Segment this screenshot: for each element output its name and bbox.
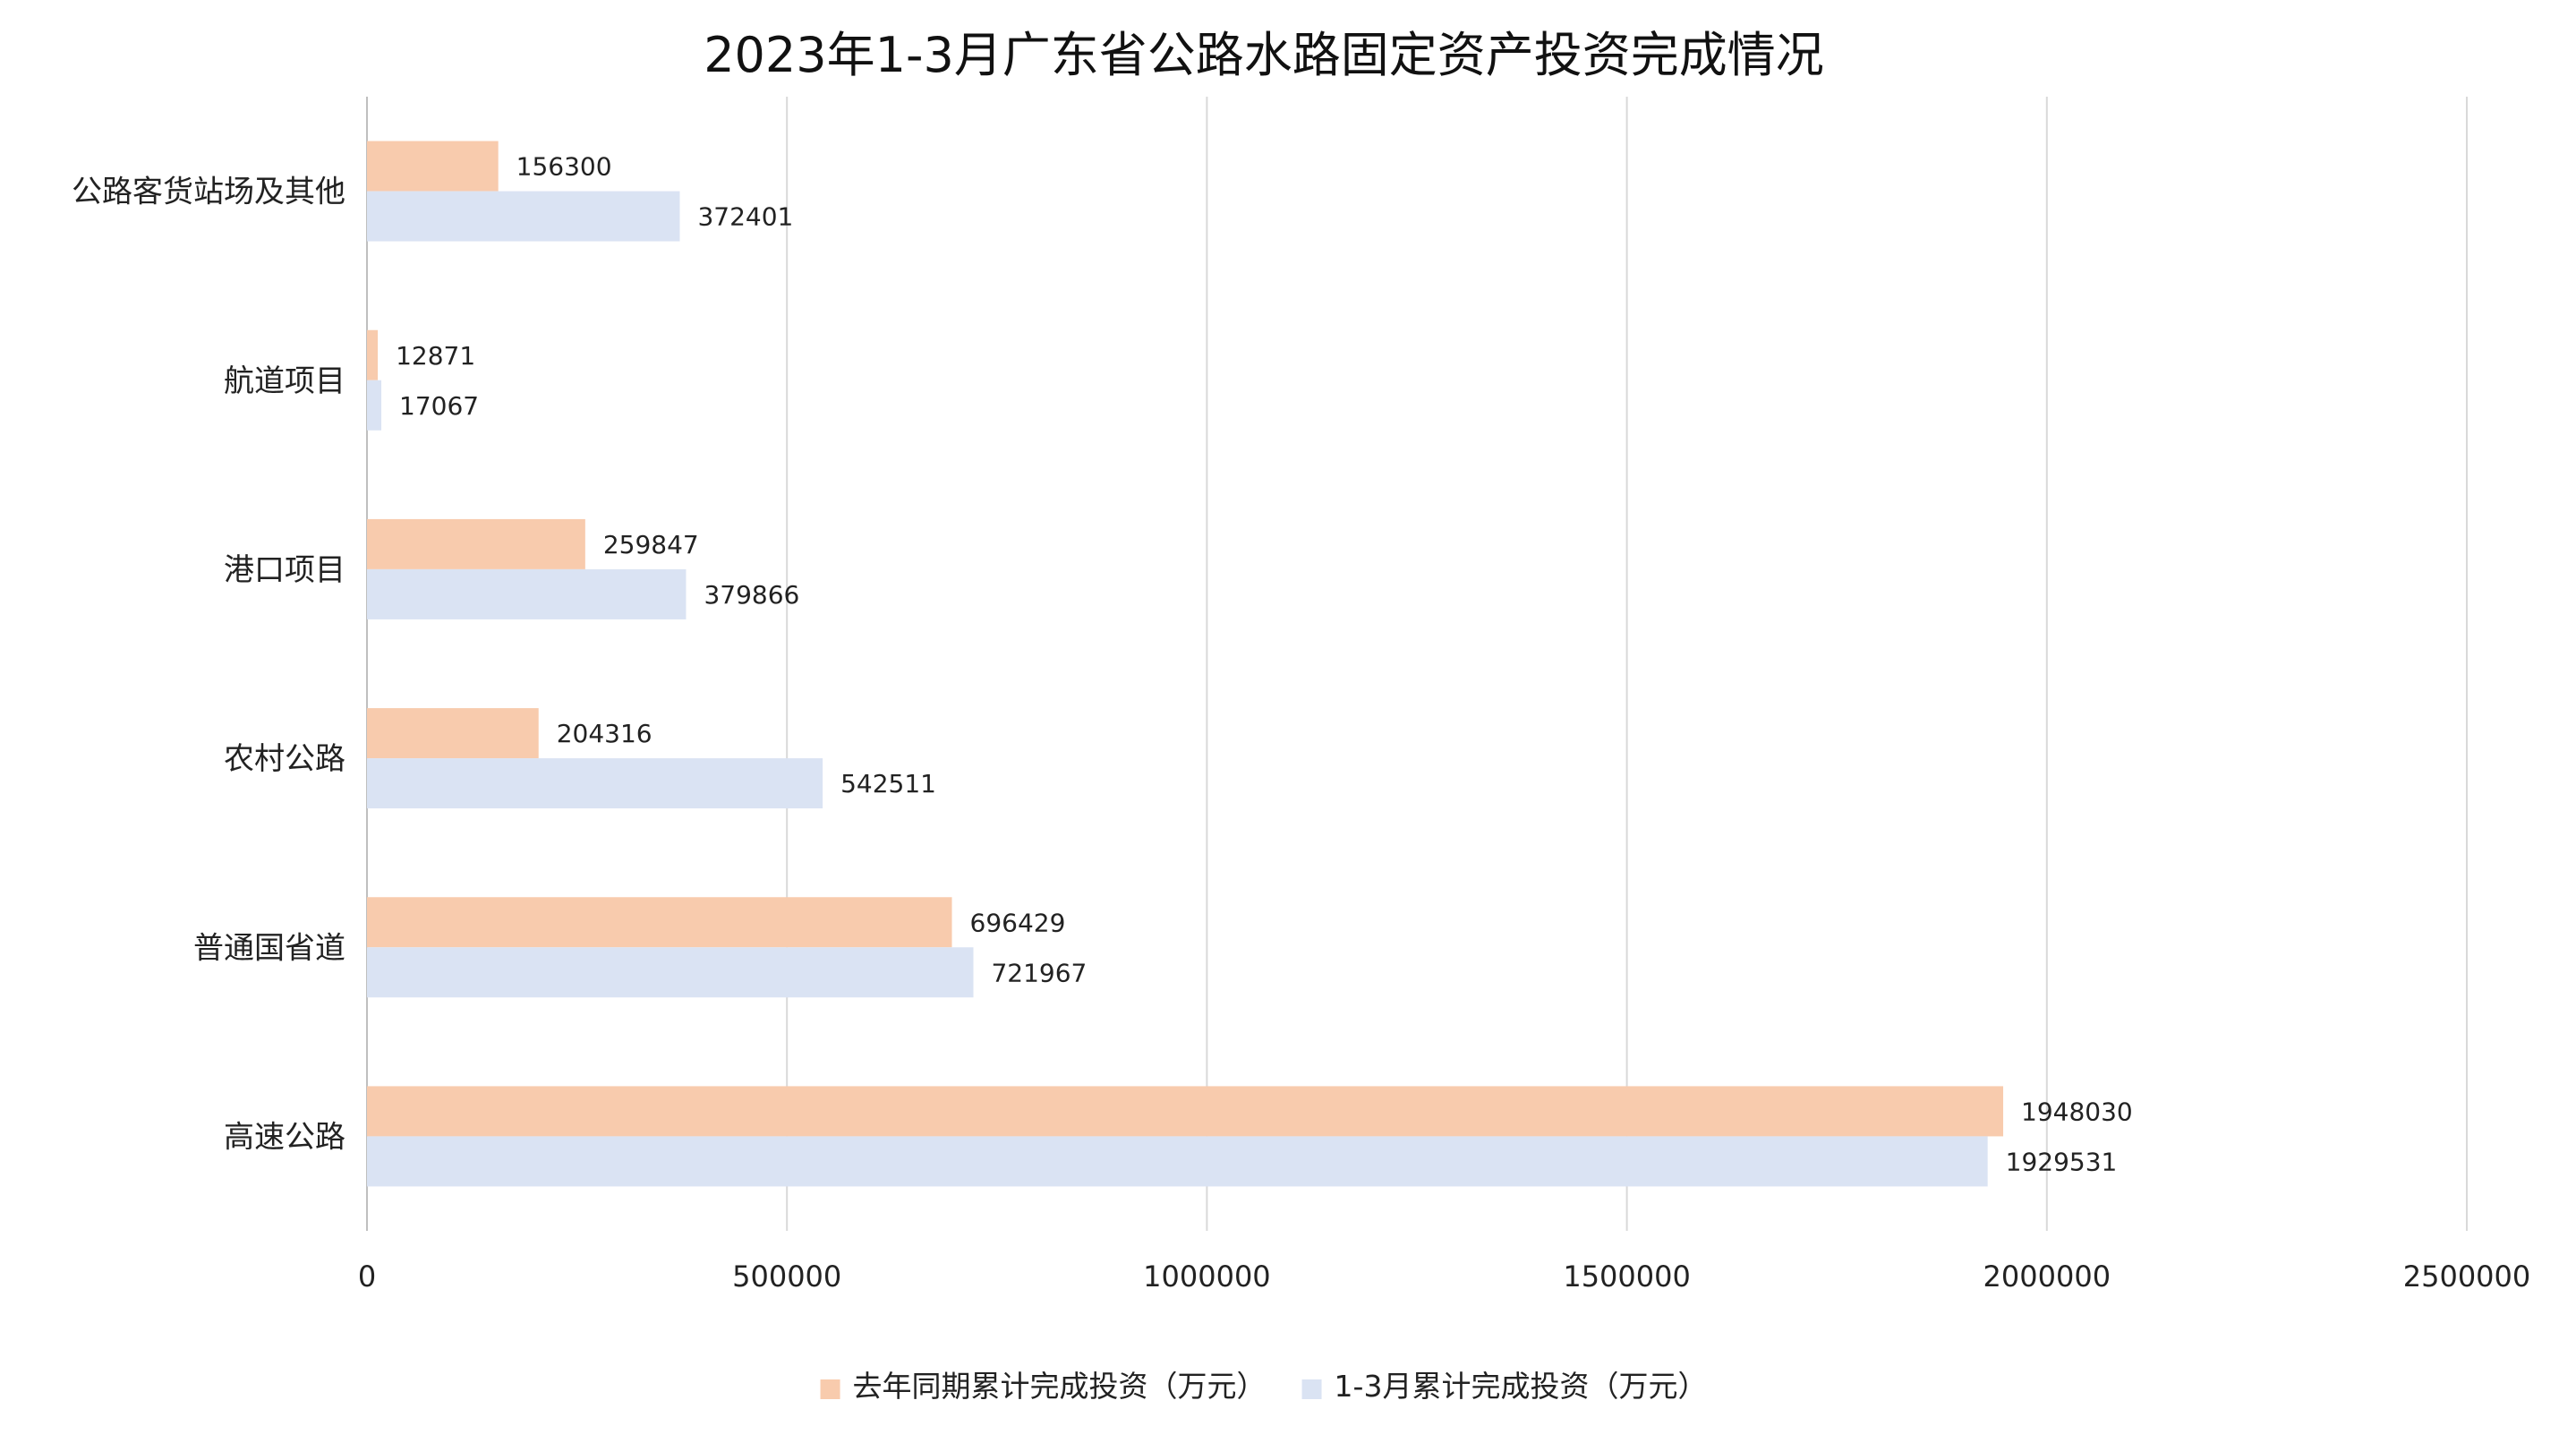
- bar-last-year: [367, 897, 952, 948]
- bar-last-year: [367, 708, 539, 759]
- bar-last-year: [367, 329, 379, 380]
- x-tick-label: 0: [358, 1259, 376, 1294]
- bar-current: [367, 380, 382, 431]
- x-tick-label: 1000000: [1143, 1259, 1271, 1294]
- category-label: 高速公路: [224, 1119, 345, 1155]
- x-tick-label: 500000: [732, 1259, 841, 1294]
- legend-swatch: [820, 1379, 840, 1399]
- data-label: 1948030: [2021, 1097, 2133, 1126]
- x-axis-ticks: 0 500000 1000000 1500000 2000000 2500000: [358, 1259, 2530, 1294]
- bar-last-year: [367, 518, 585, 569]
- data-label: 12871: [396, 341, 475, 371]
- bar-current: [367, 758, 823, 809]
- x-tick-label: 2000000: [1983, 1259, 2111, 1294]
- data-label: 17067: [399, 391, 479, 421]
- x-tick-label: 1500000: [1563, 1259, 1691, 1294]
- legend-label: 1-3月累计完成投资（万元）: [1335, 1369, 1708, 1404]
- x-tick-label: 2500000: [2403, 1259, 2531, 1294]
- data-label: 1929531: [2006, 1147, 2118, 1176]
- data-label: 204316: [557, 719, 653, 748]
- data-label: 259847: [603, 530, 699, 559]
- data-label: 542511: [840, 769, 936, 798]
- bar-current: [367, 1136, 1988, 1187]
- legend-swatch: [1301, 1379, 1322, 1399]
- bar-current: [367, 568, 687, 619]
- category-label: 航道项目: [224, 363, 345, 399]
- bar-last-year: [367, 1086, 2004, 1137]
- gridlines: [366, 97, 2468, 1231]
- data-label: 156300: [516, 152, 612, 182]
- data-label: 696429: [970, 908, 1066, 937]
- legend: 去年同期累计完成投资（万元） 1-3月累计完成投资（万元）: [820, 1369, 1708, 1404]
- legend-label: 去年同期累计完成投资（万元）: [853, 1369, 1267, 1404]
- data-label: 379866: [704, 580, 799, 610]
- chart-title: 2023年1-3月广东省公路水路固定资产投资完成情况: [704, 27, 1824, 83]
- bar-current: [367, 191, 680, 242]
- bar-last-year: [367, 141, 499, 192]
- category-label: 农村公路: [224, 741, 345, 777]
- category-label: 公路客货站场及其他: [72, 175, 345, 210]
- category-label: 港口项目: [224, 552, 345, 588]
- data-label: 372401: [697, 202, 793, 232]
- category-label: 普通国省道: [193, 930, 345, 966]
- bar-current: [367, 947, 974, 998]
- data-label: 721967: [991, 958, 1087, 987]
